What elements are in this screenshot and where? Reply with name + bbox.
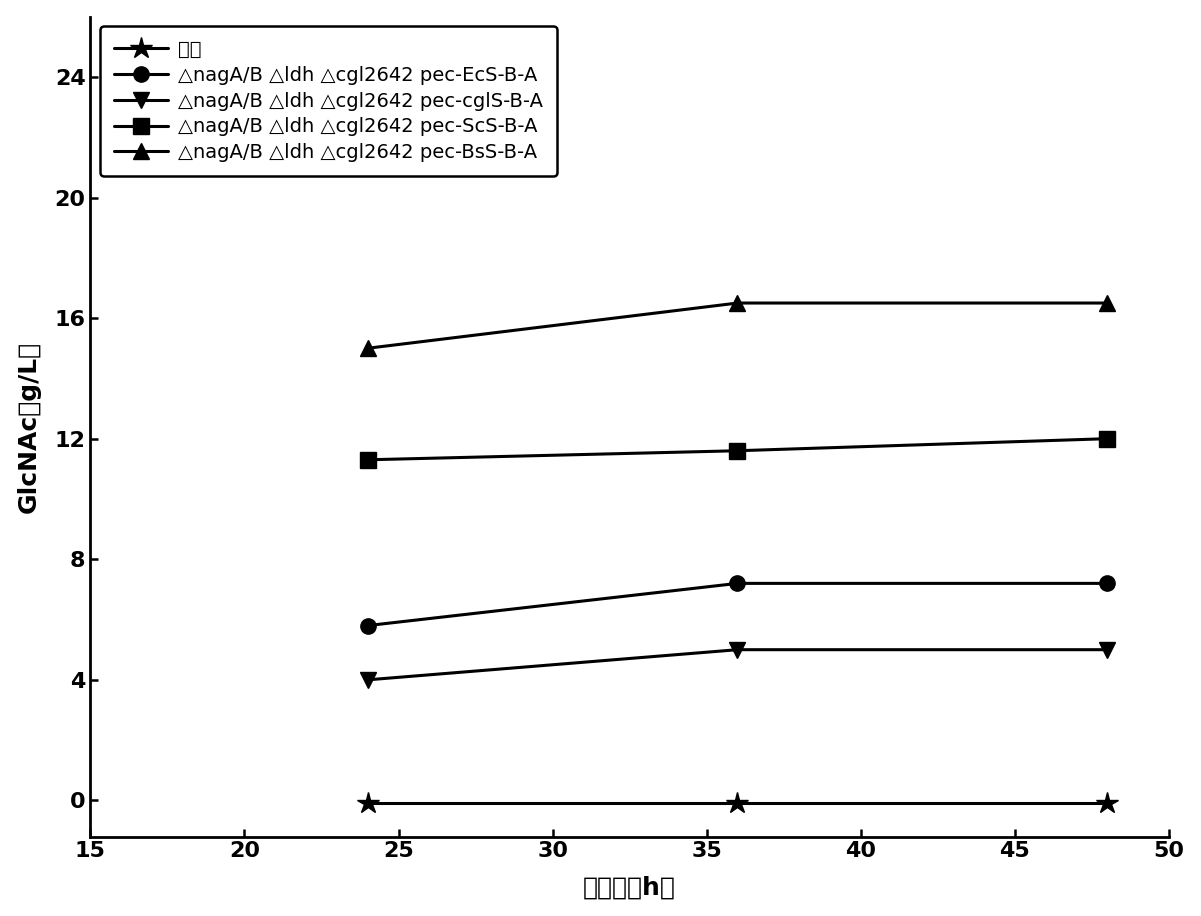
△nagA/B △ldh △cgl2642 pec-ScS-B-A [730,445,745,456]
Y-axis label: GlcNAc（g/L）: GlcNAc（g/L） [17,341,41,513]
△nagA/B △ldh △cgl2642 pec-cglS-B-A [730,644,745,655]
对照 [730,798,745,809]
△nagA/B △ldh △cgl2642 pec-cglS-B-A [1100,644,1115,655]
对照 [360,798,375,809]
对照 [1100,798,1115,809]
Line: △nagA/B △ldh △cgl2642 pec-BsS-B-A: △nagA/B △ldh △cgl2642 pec-BsS-B-A [360,295,1115,356]
△nagA/B △ldh △cgl2642 pec-cglS-B-A [360,674,375,685]
Legend: 对照, △nagA/B △ldh △cgl2642 pec-EcS-B-A, △nagA/B △ldh △cgl2642 pec-cglS-B-A, △nagA: 对照, △nagA/B △ldh △cgl2642 pec-EcS-B-A, △… [100,27,556,176]
△nagA/B △ldh △cgl2642 pec-EcS-B-A [360,620,375,631]
△nagA/B △ldh △cgl2642 pec-BsS-B-A [730,298,745,309]
△nagA/B △ldh △cgl2642 pec-BsS-B-A [1100,298,1115,309]
X-axis label: 时间　（h）: 时间 （h） [584,876,676,900]
△nagA/B △ldh △cgl2642 pec-ScS-B-A [360,454,375,465]
△nagA/B △ldh △cgl2642 pec-ScS-B-A [1100,433,1115,444]
△nagA/B △ldh △cgl2642 pec-BsS-B-A [360,343,375,354]
△nagA/B △ldh △cgl2642 pec-EcS-B-A [730,578,745,589]
Line: △nagA/B △ldh △cgl2642 pec-cglS-B-A: △nagA/B △ldh △cgl2642 pec-cglS-B-A [360,642,1115,688]
△nagA/B △ldh △cgl2642 pec-EcS-B-A [1100,578,1115,589]
Line: 对照: 对照 [357,792,1118,814]
Line: △nagA/B △ldh △cgl2642 pec-ScS-B-A: △nagA/B △ldh △cgl2642 pec-ScS-B-A [360,431,1115,467]
Line: △nagA/B △ldh △cgl2642 pec-EcS-B-A: △nagA/B △ldh △cgl2642 pec-EcS-B-A [360,576,1115,633]
